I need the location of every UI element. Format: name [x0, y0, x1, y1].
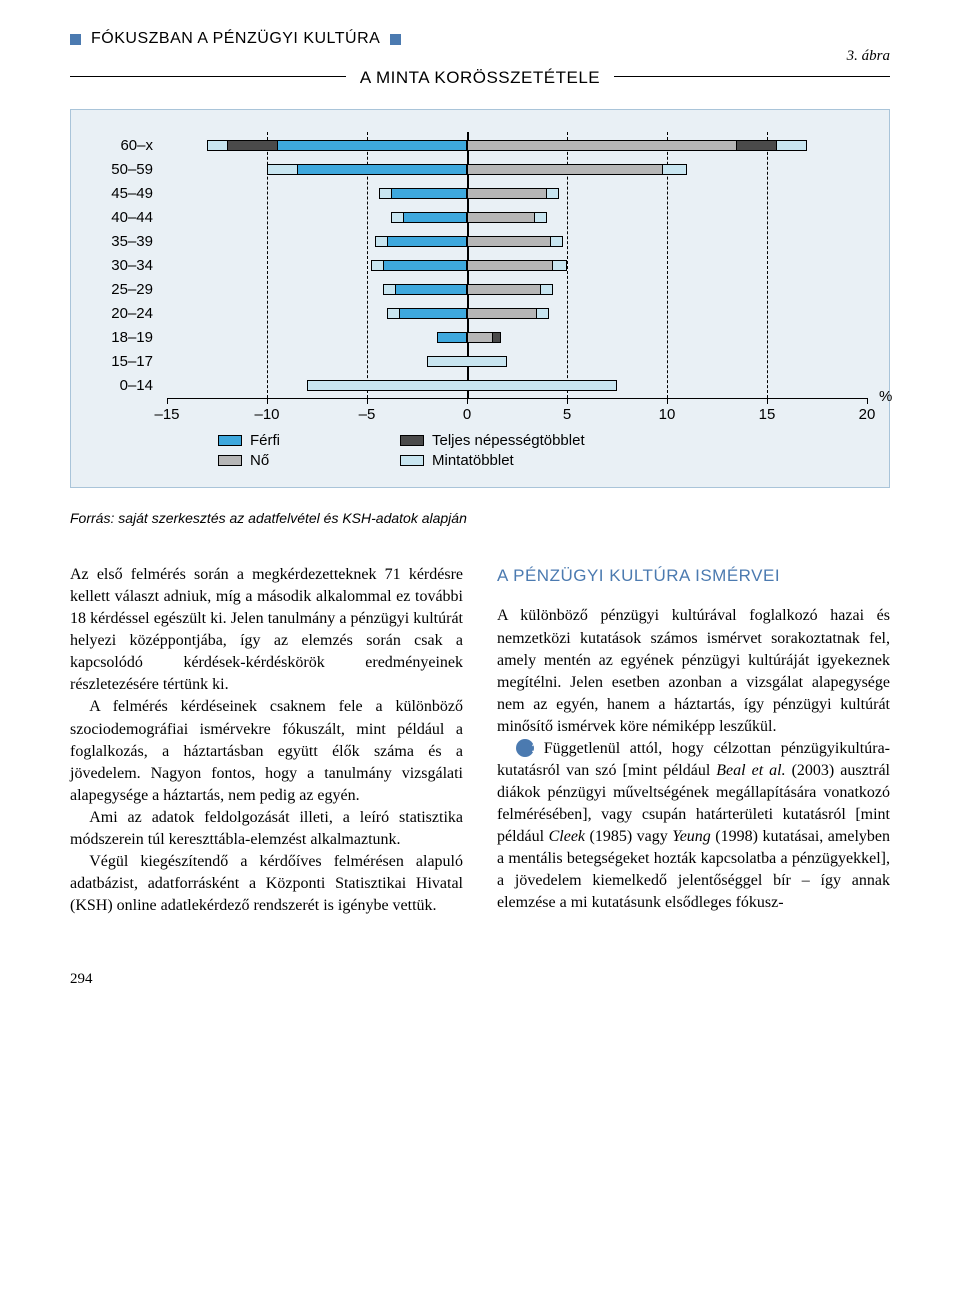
- bar-no: [467, 164, 663, 175]
- circled-number: 1: [516, 739, 534, 757]
- chart-box: –15 –10 –5 0 5 10 15 20% 60–x 50–59 45–49 40–44 35–3…: [70, 109, 890, 488]
- chart-legend: Férfi Nő Teljes népességtöbblet Mintatöbbl…: [218, 432, 867, 469]
- bar-no: [467, 308, 537, 319]
- legend-item: Nő: [218, 452, 280, 469]
- chart-plot: –15–10–505101520%60–x50–5945–4940–4435–3…: [167, 132, 867, 426]
- legend-item: Teljes népességtöbblet: [400, 432, 585, 449]
- legend-swatch: [218, 455, 242, 466]
- bar-ferfi: [395, 284, 467, 295]
- bar-ferfi: [437, 332, 467, 343]
- bar-minta: [427, 356, 507, 367]
- figure-tag: 3. ábra: [847, 48, 890, 65]
- y-label: 15–17: [93, 353, 167, 370]
- y-label: 45–49: [93, 185, 167, 202]
- x-label: –15: [154, 406, 179, 423]
- body-paragraph: Az első felmérés során a megkérdezettekn…: [70, 564, 463, 696]
- x-tick: [867, 398, 868, 404]
- y-label: 20–24: [93, 305, 167, 322]
- bar-no: [467, 212, 535, 223]
- bar-ferfi: [403, 212, 467, 223]
- column-left: Az első felmérés során a megkérdezettekn…: [70, 564, 463, 917]
- bar-no: [467, 260, 553, 271]
- legend-swatch: [400, 455, 424, 466]
- bar-minta: [307, 380, 617, 391]
- legend-item: Mintatöbblet: [400, 452, 585, 469]
- header-square-left: [70, 34, 81, 45]
- bar-no: [467, 236, 551, 247]
- bar-ferfi: [391, 188, 467, 199]
- y-label: 40–44: [93, 209, 167, 226]
- pct-label: %: [879, 388, 892, 405]
- header-square-right: [390, 34, 401, 45]
- legend-label: Férfi: [250, 432, 280, 449]
- bar-ferfi: [399, 308, 467, 319]
- page-header: FÓKUSZBAN A PÉNZÜGYI KULTÚRA: [70, 30, 890, 48]
- y-label: 30–34: [93, 257, 167, 274]
- y-label: 0–14: [93, 377, 167, 394]
- x-label: –5: [359, 406, 376, 423]
- y-label: 50–59: [93, 161, 167, 178]
- legend-label: Teljes népességtöbblet: [432, 432, 585, 449]
- y-label: 25–29: [93, 281, 167, 298]
- y-label: 35–39: [93, 233, 167, 250]
- chart-block: 3. ábra A MINTA KORÖSSZETÉTELE –15–10–50…: [70, 76, 890, 526]
- legend-item: Férfi: [218, 432, 280, 449]
- x-label: 5: [563, 406, 571, 423]
- gridline: [767, 132, 768, 398]
- x-label: 0: [463, 406, 471, 423]
- y-label: 60–x: [93, 137, 167, 154]
- page-number: 294: [70, 971, 890, 988]
- bar-ferfi: [383, 260, 467, 271]
- header-title: FÓKUSZBAN A PÉNZÜGYI KULTÚRA: [91, 30, 380, 48]
- bar-ferfi: [297, 164, 467, 175]
- body-paragraph: A felmérés kérdéseinek csaknem fele a kü…: [70, 696, 463, 806]
- x-axis: [167, 398, 867, 399]
- x-label: 10: [659, 406, 676, 423]
- x-label: 20: [859, 406, 876, 423]
- x-label: –10: [254, 406, 279, 423]
- y-label: 18–19: [93, 329, 167, 346]
- legend-label: Nő: [250, 452, 269, 469]
- bar-ferfi: [387, 236, 467, 247]
- legend-swatch: [400, 435, 424, 446]
- legend-label: Mintatöbblet: [432, 452, 514, 469]
- bar-no: [467, 284, 541, 295]
- bar-ferfi: [277, 140, 467, 151]
- chart-title: A MINTA KORÖSSZETÉTELE: [346, 68, 614, 88]
- legend-swatch: [218, 435, 242, 446]
- body-paragraph-numbered: 1 Függetlenül attól, hogy célzottan pénz…: [497, 738, 890, 915]
- body-columns: Az első felmérés során a megkérdezettekn…: [70, 564, 890, 917]
- bar-no: [467, 188, 547, 199]
- body-paragraph: A különböző pénzügyi kultúrával foglalko…: [497, 605, 890, 737]
- bar-no: [467, 140, 737, 151]
- column-right: A PÉNZÜGYI KULTÚRA ISMÉRVEI A különböző p…: [497, 564, 890, 917]
- body-paragraph: Végül kiegészítendő a kérdőíves felmérés…: [70, 851, 463, 917]
- bar-no: [467, 332, 493, 343]
- x-label: 15: [759, 406, 776, 423]
- section-title: A PÉNZÜGYI KULTÚRA ISMÉRVEI: [497, 564, 890, 587]
- body-paragraph: Ami az adatok feldolgozását illeti, a le…: [70, 807, 463, 851]
- chart-source: Forrás: saját szerkesztés az adatfelvéte…: [70, 510, 890, 526]
